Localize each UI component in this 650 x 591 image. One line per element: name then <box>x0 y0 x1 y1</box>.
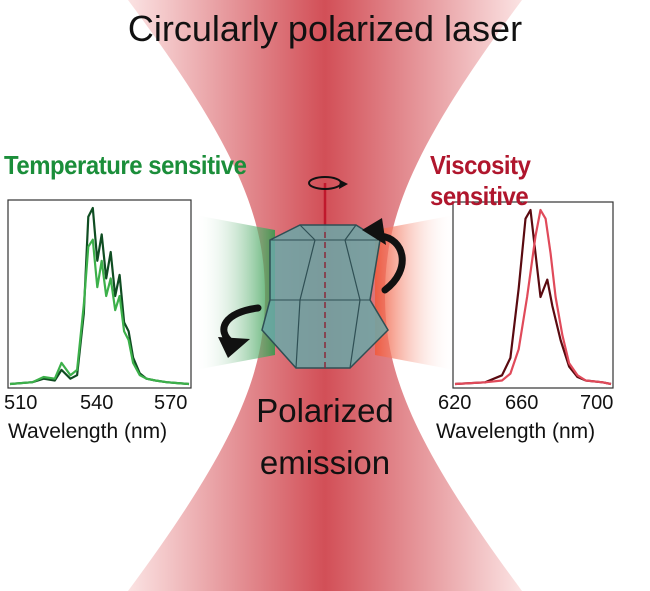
emission-label: emission <box>259 444 391 481</box>
right-x-axis-label: Wavelength (nm) <box>436 420 596 443</box>
polarized-label: Polarized <box>256 392 394 429</box>
right-tick-label: 700 <box>580 392 614 414</box>
curved-arrow-left-head-icon <box>218 337 250 358</box>
crystal-icon <box>261 224 389 369</box>
left-tick-label: 510 <box>4 392 38 414</box>
right-plot <box>454 208 612 386</box>
red-emission-glow <box>375 215 455 370</box>
left-tick-label: 540 <box>80 392 114 414</box>
left-plot-frame <box>7 199 192 389</box>
right-plot-series-1 <box>454 208 612 386</box>
left-plot-series-1 <box>9 238 190 386</box>
rotation-arrowhead-icon <box>339 180 348 189</box>
left-x-axis-label: Wavelength (nm) <box>8 420 168 443</box>
left-plot <box>9 206 190 386</box>
right-tick-label: 660 <box>505 392 539 414</box>
left-tick-label: 570 <box>154 392 188 414</box>
curved-arrow-right-head-icon <box>362 218 386 245</box>
viscosity-sensitive-heading: Viscosity sensitive <box>430 150 531 211</box>
curved-arrow-right-icon <box>376 232 406 294</box>
page-title: Circularly polarized laser <box>127 8 523 49</box>
green-emission-glow <box>195 215 275 370</box>
temperature-sensitive-heading: Temperature sensitive <box>4 150 247 180</box>
right-tick-label: 620 <box>438 392 472 414</box>
